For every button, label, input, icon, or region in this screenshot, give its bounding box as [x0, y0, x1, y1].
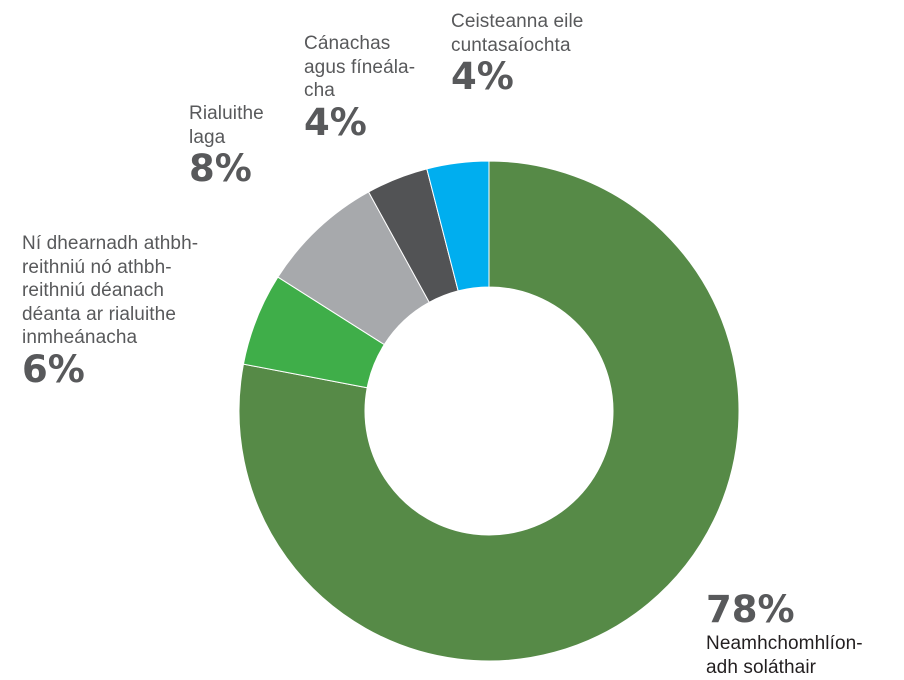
percent-internal-controls-review: 6%	[22, 347, 85, 391]
slice-procurement-noncompliance	[238, 160, 740, 662]
name-procurement-noncompliance: Neamhchomhlíon- adh soláthair	[706, 633, 863, 678]
slice-other-accounting-issues	[426, 160, 490, 292]
label-other-accounting-issues: Ceisteanna eile cuntasaíochta 4%	[451, 10, 583, 97]
name-internal-controls-review: Ní dhearnadh athbh- reithniú nó athbh- r…	[22, 233, 199, 348]
label-internal-controls-review: Ní dhearnadh athbh- reithniú nó athbh- r…	[22, 232, 198, 390]
percent-weak-controls: 8%	[189, 147, 252, 190]
label-taxation-fines: Cánachas agus fíneála- cha 4%	[304, 32, 415, 143]
name-other-accounting-issues: Ceisteanna eile cuntasaíochta	[451, 11, 584, 56]
name-weak-controls: Rialuithe laga	[189, 103, 264, 148]
percent-procurement-noncompliance: 78%	[706, 588, 795, 631]
name-taxation-fines: Cánachas agus fíneála- cha	[304, 33, 416, 101]
percent-taxation-fines: 4%	[304, 100, 367, 144]
label-procurement-noncompliance: 78% Neamhchomhlíon- adh soláthair	[706, 590, 863, 679]
percent-other-accounting-issues: 4%	[451, 55, 514, 98]
label-weak-controls: Rialuithe laga 8%	[189, 102, 264, 189]
donut-slices	[238, 160, 740, 662]
